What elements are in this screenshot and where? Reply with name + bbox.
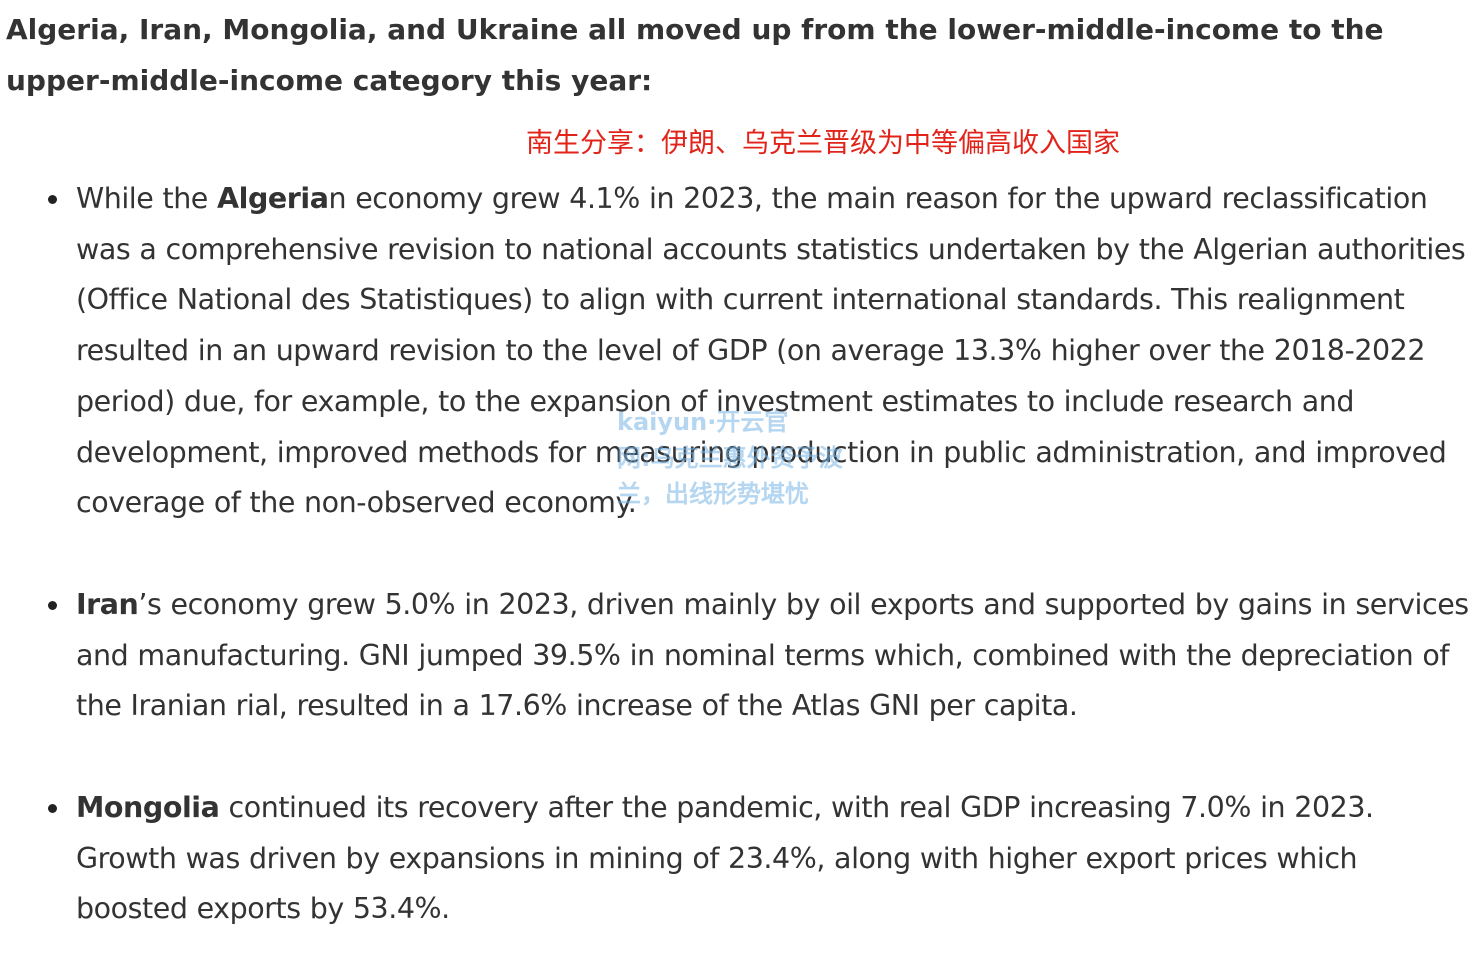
- chinese-caption: 南生分享：伊朗、乌克兰晋级为中等偏高收入国家: [526, 128, 1120, 159]
- iran-paragraph: Iran’s economy grew 5.0% in 2023, driven…: [76, 580, 1470, 732]
- algeria-paragraph: While the Algerian economy grew 4.1% in …: [76, 174, 1470, 529]
- algeria-text: n economy grew 4.1% in 2023, the main re…: [76, 182, 1466, 520]
- mongolia-name: Mongolia: [76, 791, 220, 825]
- iran-name: Iran: [76, 587, 139, 621]
- section-heading: Algeria, Iran, Mongolia, and Ukraine all…: [6, 13, 1384, 97]
- bullet-icon: [48, 600, 57, 610]
- algeria-lead: While the: [76, 182, 218, 215]
- mongolia-paragraph: Mongolia continued its recovery after th…: [76, 783, 1470, 935]
- list-item-mongolia: Mongolia continued its recovery after th…: [0, 783, 1470, 935]
- algeria-name: Algeria: [217, 182, 329, 215]
- mongolia-text: continued its recovery after the pandemi…: [76, 791, 1374, 926]
- iran-text: ’s economy grew 5.0% in 2023, driven mai…: [76, 587, 1469, 723]
- country-list: While the Algerian economy grew 4.1% in …: [0, 174, 1470, 935]
- list-item-iran: Iran’s economy grew 5.0% in 2023, driven…: [0, 580, 1470, 732]
- list-item-algeria: While the Algerian economy grew 4.1% in …: [0, 174, 1470, 529]
- bullet-icon: [48, 804, 57, 814]
- bullet-icon: [48, 195, 57, 204]
